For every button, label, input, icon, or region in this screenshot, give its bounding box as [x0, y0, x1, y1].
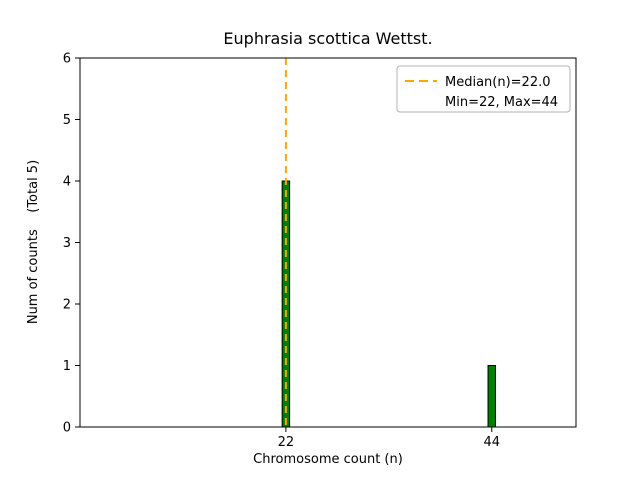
- x-tick-label: 44: [484, 435, 501, 450]
- x-tick-label: 22: [278, 435, 295, 450]
- y-axis-label: Num of counts (Total 5): [26, 160, 41, 324]
- chart-title: Euphrasia scottica Wettst.: [223, 29, 432, 48]
- y-tick-label: 6: [63, 52, 71, 67]
- y-tick-label: 3: [63, 236, 71, 251]
- legend-label-minmax: Min=22, Max=44: [445, 95, 558, 110]
- bar-44: [487, 365, 497, 428]
- plot-area: 0 1 2 3 4 5 6 22 44: [63, 52, 500, 451]
- x-axis-label: Chromosome count (n): [253, 452, 403, 467]
- y-tick-label: 5: [63, 113, 71, 128]
- y-tick-label: 0: [63, 421, 71, 436]
- y-tick-label: 4: [63, 175, 71, 190]
- axes-box: [79, 57, 577, 428]
- y-tick-label: 1: [63, 359, 71, 374]
- legend: Median(n)=22.0 Min=22, Max=44: [396, 65, 571, 113]
- legend-box: [396, 65, 571, 113]
- y-tick-label: 2: [63, 298, 71, 313]
- legend-label-median: Median(n)=22.0: [445, 75, 551, 90]
